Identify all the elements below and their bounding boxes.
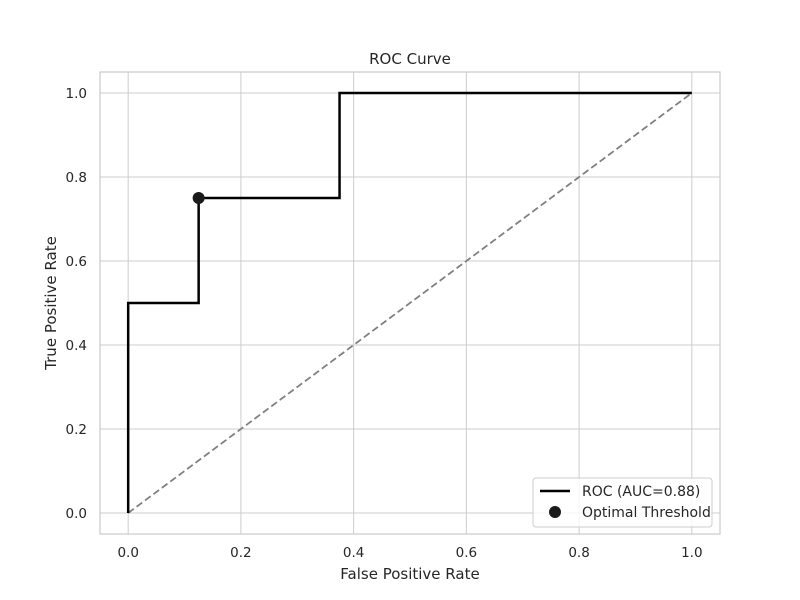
x-tick-label: 0.4 [343, 545, 364, 561]
x-axis-label: False Positive Rate [340, 565, 479, 583]
x-tick-label: 0.8 [568, 545, 589, 561]
legend-threshold-label: Optimal Threshold [582, 505, 711, 521]
x-tick-labels: 0.0 0.2 0.4 0.6 0.8 1.0 [117, 545, 702, 561]
y-tick-label: 0.0 [66, 506, 87, 522]
chart-title: ROC Curve [369, 50, 451, 68]
optimal-threshold-point [192, 192, 205, 204]
x-tick-label: 1.0 [681, 545, 702, 561]
y-tick-labels: 0.0 0.2 0.4 0.6 0.8 1.0 [66, 86, 87, 522]
plot-frame [99, 71, 721, 535]
x-tick-label: 0.0 [117, 545, 138, 561]
y-tick-label: 0.4 [66, 338, 87, 354]
y-tick-label: 0.6 [66, 254, 87, 270]
legend-box [532, 477, 713, 528]
x-tick-label: 0.2 [230, 545, 251, 561]
y-tick-label: 0.8 [66, 170, 87, 186]
y-axis-label: True Positive Rate [42, 236, 60, 371]
grid-lines [100, 72, 720, 534]
legend-roc-label: ROC (AUC=0.88) [582, 484, 700, 500]
points-layer [192, 192, 205, 204]
y-tick-label: 1.0 [66, 86, 87, 102]
legend-threshold-swatch [549, 506, 561, 518]
diagonal-reference-line [127, 92, 693, 514]
x-tick-label: 0.6 [456, 545, 477, 561]
y-tick-label: 0.2 [66, 422, 87, 438]
legend: ROC (AUC=0.88) Optimal Threshold [532, 477, 713, 528]
